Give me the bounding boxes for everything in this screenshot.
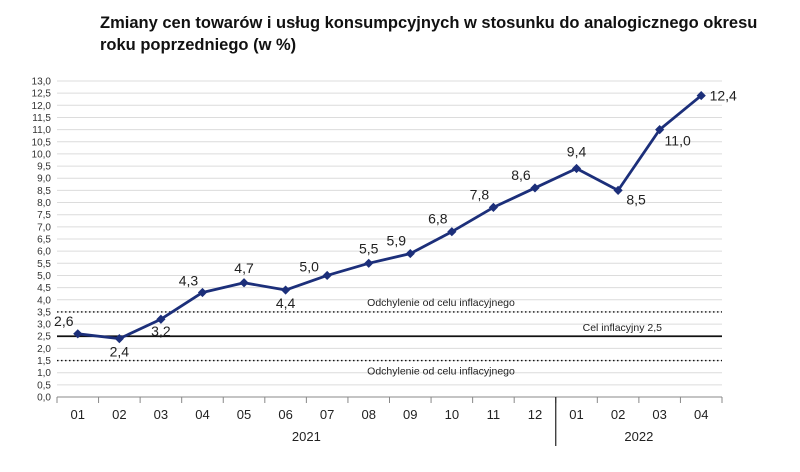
y-tick-label: 13,0 — [32, 77, 52, 88]
y-tick-label: 5,0 — [37, 271, 51, 282]
y-tick-label: 2,5 — [37, 332, 51, 343]
data-label: 5,0 — [299, 258, 319, 274]
y-tick-label: 3,0 — [37, 320, 51, 331]
y-tick-label: 2,0 — [37, 344, 51, 355]
data-point — [156, 314, 166, 324]
x-tick-label: 05 — [237, 407, 251, 422]
data-point — [655, 125, 665, 135]
x-tick-label: 02 — [611, 407, 625, 422]
data-point — [447, 227, 457, 237]
reference-line-label: Odchylenie od celu inflacyjnego — [367, 366, 515, 378]
reference-line-label: Cel inflacyjny 2,5 — [583, 322, 663, 334]
x-tick-label: 03 — [154, 407, 168, 422]
x-tick-label: 06 — [278, 407, 292, 422]
y-tick-label: 9,0 — [37, 174, 51, 185]
data-label: 2,4 — [110, 344, 130, 360]
data-label: 4,4 — [276, 295, 296, 311]
x-tick-label: 08 — [361, 407, 375, 422]
data-label: 6,8 — [428, 211, 448, 227]
x-tick-label: 01 — [569, 407, 583, 422]
data-point — [571, 163, 582, 174]
reference-line-label: Odchylenie od celu inflacyjnego — [367, 297, 515, 309]
y-tick-label: 6,5 — [37, 235, 51, 246]
year-label: 2022 — [624, 429, 653, 444]
data-label: 2,6 — [54, 313, 74, 329]
data-point — [239, 278, 249, 288]
y-tick-label: 5,5 — [37, 259, 51, 270]
y-tick-label: 1,0 — [37, 368, 51, 379]
x-tick-label: 07 — [320, 407, 334, 422]
data-point — [197, 287, 208, 298]
data-label: 3,2 — [151, 323, 171, 339]
x-tick-label: 10 — [445, 407, 459, 422]
x-tick-label: 09 — [403, 407, 417, 422]
data-point — [73, 329, 83, 339]
data-label: 5,9 — [387, 233, 407, 249]
data-point — [322, 270, 332, 281]
y-tick-label: 3,5 — [37, 307, 51, 318]
data-label: 8,6 — [511, 167, 531, 183]
y-tick-label: 4,5 — [37, 283, 51, 294]
y-tick-label: 8,5 — [37, 186, 51, 197]
y-tick-label: 11,5 — [32, 113, 51, 124]
data-point — [280, 285, 291, 295]
y-tick-label: 4,0 — [37, 295, 51, 306]
y-tick-label: 10,5 — [32, 137, 52, 148]
data-label: 4,7 — [234, 260, 254, 276]
y-tick-label: 9,5 — [37, 162, 51, 173]
x-tick-label: 03 — [652, 407, 666, 422]
data-label: 8,5 — [626, 191, 646, 207]
y-tick-label: 12,5 — [32, 89, 52, 100]
data-label: 4,3 — [179, 272, 199, 288]
year-label: 2021 — [292, 429, 321, 444]
y-tick-label: 10,0 — [32, 149, 52, 160]
y-tick-label: 6,0 — [37, 247, 51, 258]
chart-title: Zmiany cen towarów i usług konsumpcyjnyc… — [100, 14, 758, 54]
y-tick-label: 12,0 — [32, 101, 52, 112]
data-label: 5,5 — [359, 240, 379, 256]
series-line — [77, 94, 703, 341]
x-tick-label: 12 — [528, 407, 542, 422]
data-point — [114, 334, 124, 344]
y-tick-label: 11,0 — [32, 125, 51, 136]
y-tick-label: 8,0 — [37, 198, 51, 209]
y-tick-label: 7,0 — [37, 222, 51, 233]
data-point — [613, 185, 623, 195]
x-tick-label: 04 — [694, 407, 708, 422]
data-point — [364, 258, 374, 268]
x-tick-label: 04 — [195, 407, 209, 422]
x-tick-label: 11 — [487, 407, 501, 422]
data-point — [405, 248, 415, 259]
data-point — [488, 202, 499, 212]
x-tick-label: 02 — [112, 407, 126, 422]
data-label: 7,8 — [470, 186, 490, 202]
y-tick-label: 7,5 — [37, 210, 51, 221]
data-point — [530, 183, 540, 193]
data-label: 12,4 — [710, 88, 737, 104]
data-point — [696, 90, 706, 101]
x-tick-label: 01 — [71, 407, 85, 422]
data-label: 11,0 — [665, 133, 691, 149]
y-tick-label: 0,0 — [37, 393, 51, 404]
y-tick-label: 1,5 — [37, 356, 51, 367]
y-tick-label: 0,5 — [37, 380, 51, 391]
data-label: 9,4 — [567, 144, 587, 160]
